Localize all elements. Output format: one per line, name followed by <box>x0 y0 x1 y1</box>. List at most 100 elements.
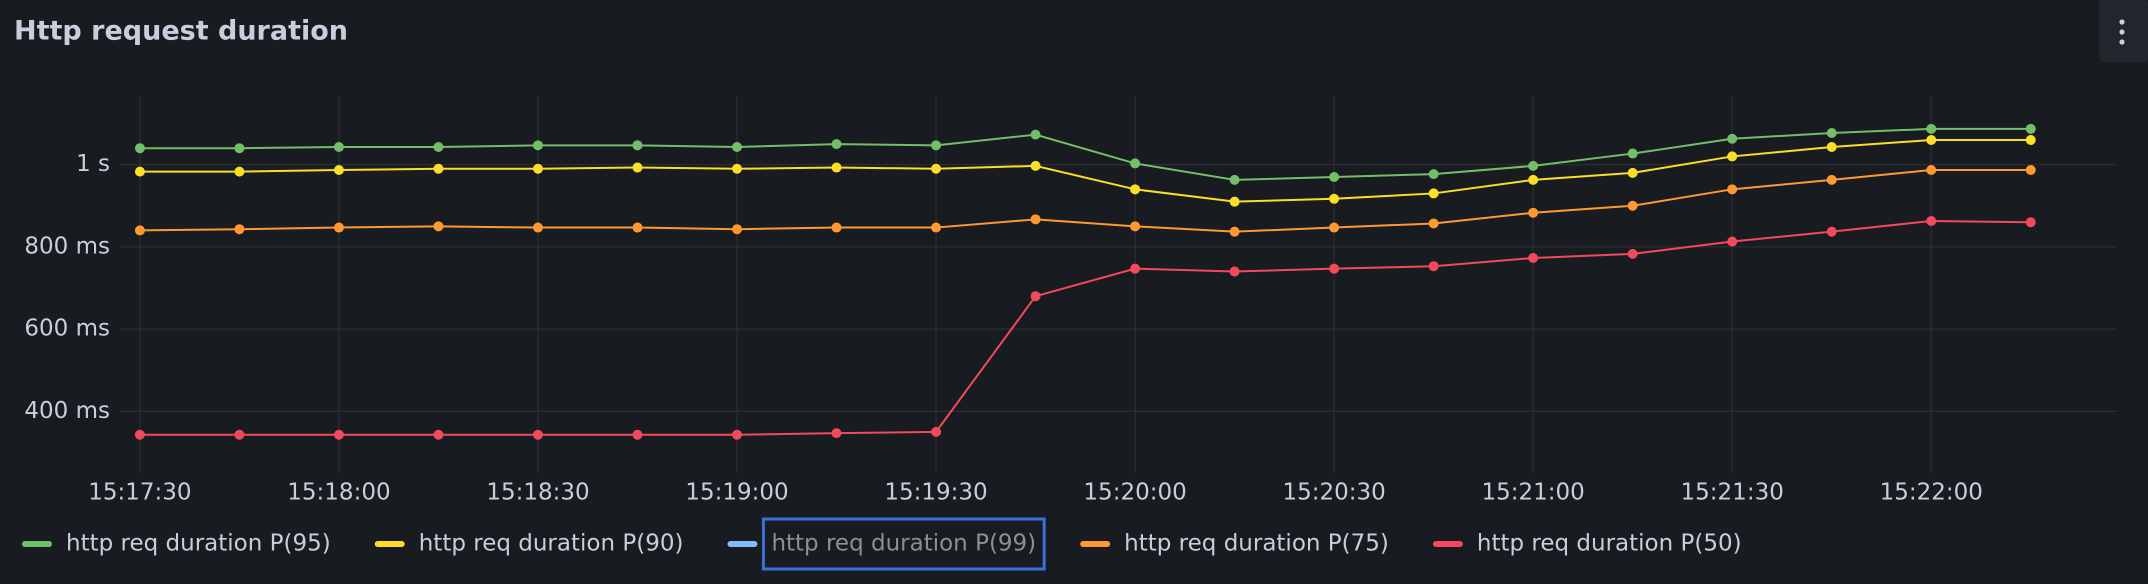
data-point <box>1826 141 1837 152</box>
data-point <box>1528 252 1539 263</box>
data-point <box>831 428 842 439</box>
data-point <box>831 139 842 150</box>
data-point <box>234 143 245 154</box>
data-point <box>732 141 743 152</box>
data-point <box>1826 226 1837 237</box>
data-point <box>333 141 344 152</box>
data-point <box>234 224 245 235</box>
data-point <box>1428 218 1439 229</box>
data-point <box>333 429 344 440</box>
data-point <box>1030 129 1041 140</box>
data-point <box>1528 160 1539 171</box>
x-tick-label: 15:19:30 <box>884 480 987 506</box>
data-point <box>1926 134 1937 145</box>
data-point <box>1229 266 1240 277</box>
data-point <box>1030 214 1041 225</box>
data-point <box>2025 134 2036 145</box>
x-tick-label: 15:21:30 <box>1681 480 1784 506</box>
data-point <box>532 163 543 174</box>
series-line <box>139 169 2031 233</box>
x-tick-label: 15:18:30 <box>486 480 589 506</box>
data-point <box>1229 226 1240 237</box>
x-tick-label: 15:18:00 <box>287 480 390 506</box>
data-point <box>532 222 543 233</box>
y-tick-label: 600 ms <box>24 316 110 342</box>
data-point <box>1329 171 1340 182</box>
data-point <box>1130 263 1141 274</box>
data-point <box>1727 236 1738 247</box>
x-tick-label: 15:22:00 <box>1880 480 1983 506</box>
legend-label[interactable]: http req duration P(99) <box>771 531 1036 557</box>
data-point <box>1727 151 1738 162</box>
data-point <box>1130 184 1141 195</box>
legend-focus <box>761 517 1046 571</box>
data-point <box>333 165 344 176</box>
series-line <box>139 138 2031 203</box>
data-point <box>532 429 543 440</box>
legend-label[interactable]: http req duration P(95) <box>66 531 331 557</box>
data-point <box>1528 207 1539 218</box>
data-point <box>1826 128 1837 139</box>
data-point <box>1826 174 1837 185</box>
data-point <box>433 429 444 440</box>
legend-label[interactable]: http req duration P(90) <box>419 531 684 557</box>
y-tick-label: 800 ms <box>24 233 110 259</box>
data-point <box>1329 193 1340 204</box>
panel-title: Http request duration <box>14 16 348 47</box>
data-point <box>831 222 842 233</box>
data-point <box>1130 158 1141 169</box>
data-point <box>134 225 145 236</box>
data-point <box>1926 215 1937 226</box>
data-point <box>1229 196 1240 207</box>
data-point <box>632 429 643 440</box>
data-point <box>2025 217 2036 228</box>
legend-label[interactable]: http req duration P(50) <box>1477 531 1742 557</box>
data-point <box>2025 123 2036 134</box>
data-point <box>732 163 743 174</box>
data-point <box>831 162 842 173</box>
x-tick-label: 15:20:00 <box>1083 480 1186 506</box>
data-point <box>1627 167 1638 178</box>
data-point <box>532 140 543 151</box>
data-point <box>931 222 942 233</box>
data-point <box>1428 188 1439 199</box>
data-point <box>931 426 942 437</box>
data-point <box>433 141 444 152</box>
data-point <box>134 143 145 154</box>
series-line <box>139 127 2031 181</box>
menu-button[interactable] <box>2099 0 2148 62</box>
data-point <box>1030 291 1041 302</box>
data-point <box>134 429 145 440</box>
data-point <box>234 429 245 440</box>
data-point <box>1030 160 1041 171</box>
data-point <box>632 162 643 173</box>
data-point <box>2025 165 2036 176</box>
data-point <box>1727 184 1738 195</box>
data-point <box>1926 123 1937 134</box>
data-point <box>1627 148 1638 159</box>
y-tick-label: 400 ms <box>24 398 110 424</box>
y-tick-label: 1 s <box>76 151 110 177</box>
data-point <box>234 166 245 177</box>
x-tick-label: 15:21:00 <box>1482 480 1585 506</box>
data-point <box>333 222 344 233</box>
data-point <box>1329 263 1340 274</box>
data-point <box>732 429 743 440</box>
x-tick-label: 15:19:00 <box>685 480 788 506</box>
data-point <box>1727 133 1738 144</box>
data-point <box>134 166 145 177</box>
data-point <box>732 224 743 235</box>
data-point <box>1428 261 1439 272</box>
data-point <box>433 221 444 232</box>
x-tick-label: 15:20:30 <box>1282 480 1385 506</box>
legend-label[interactable]: http req duration P(75) <box>1124 531 1389 557</box>
data-point <box>1428 169 1439 180</box>
data-point <box>1627 200 1638 211</box>
data-point <box>931 140 942 151</box>
data-point <box>632 222 643 233</box>
x-tick-label: 15:17:30 <box>88 480 191 506</box>
data-point <box>931 163 942 174</box>
data-point <box>1627 248 1638 259</box>
